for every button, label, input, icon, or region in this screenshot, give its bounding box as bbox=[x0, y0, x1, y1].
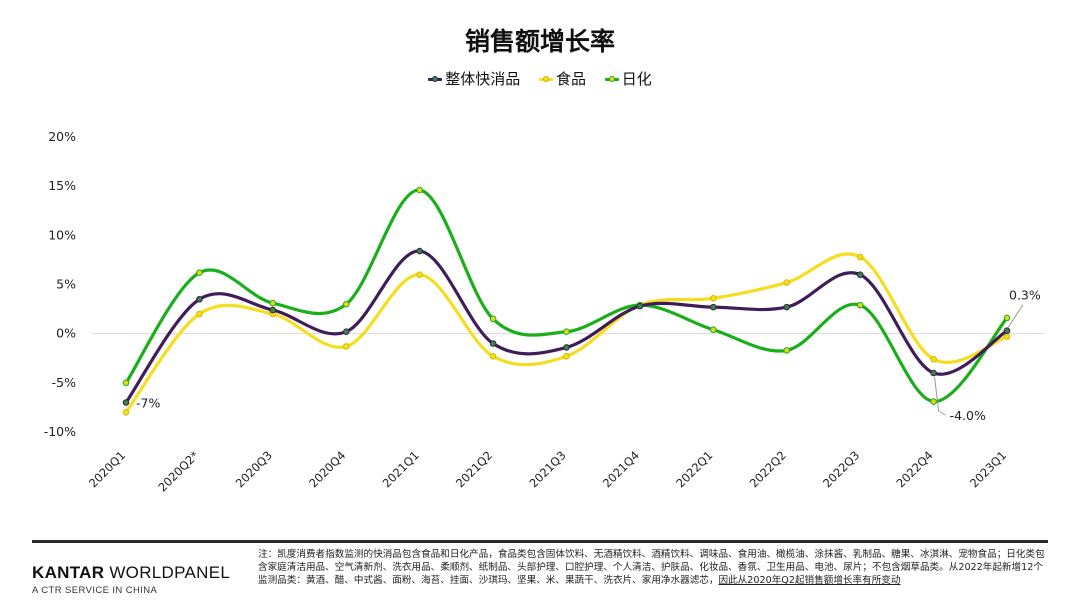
legend-item-household: 日化 bbox=[604, 68, 652, 89]
chart-legend: 整体快消品 食品 日化 bbox=[0, 68, 1080, 89]
data-point bbox=[122, 379, 130, 387]
x-tick-label: 2022Q4 bbox=[894, 448, 936, 490]
x-tick-label: 2022Q2 bbox=[747, 448, 789, 490]
x-tick-label: 2021Q4 bbox=[600, 448, 642, 490]
legend-item-food: 食品 bbox=[538, 68, 586, 89]
x-tick-label: 2020Q1 bbox=[86, 448, 128, 490]
data-point bbox=[196, 310, 203, 318]
brand-logo: KANTAR WORLDPANEL A CTR SERVICE IN CHINA bbox=[32, 563, 230, 596]
data-point bbox=[636, 302, 644, 310]
data-point bbox=[930, 398, 937, 405]
data-point bbox=[489, 352, 497, 360]
data-point bbox=[342, 328, 350, 336]
annotation-leader bbox=[934, 376, 946, 416]
data-point bbox=[196, 295, 203, 303]
data-point bbox=[1003, 314, 1011, 322]
data-point bbox=[342, 300, 350, 308]
annotation-leader bbox=[1007, 304, 1024, 328]
footnote-link[interactable]: 因此从2020年Q2起销售额增长率有所变动 bbox=[718, 575, 901, 586]
legend-label-household: 日化 bbox=[621, 70, 652, 88]
x-tick-label: 2021Q1 bbox=[380, 448, 422, 490]
x-tick-label: 2020Q3 bbox=[233, 448, 275, 490]
data-point bbox=[489, 315, 497, 323]
data-point bbox=[416, 247, 423, 255]
brand-name: KANTAR WORLDPANEL bbox=[32, 563, 231, 582]
y-tick-label: 15% bbox=[48, 178, 76, 193]
series-line-2 bbox=[124, 188, 1009, 404]
annotation-label: -7% bbox=[136, 396, 160, 411]
footnote: 注：凯度消费者指数监测的快消品包含食品和日化产品，食品类包含固体饮料、无酒精饮料… bbox=[258, 548, 1048, 587]
data-point bbox=[856, 271, 864, 278]
data-point bbox=[489, 340, 497, 347]
line-chart: 20% 15% 10% 5% 0% -5% -10% 2020Q1 2020Q2* 2020Q3 2… bbox=[44, 129, 1045, 494]
footer-divider bbox=[32, 540, 1048, 543]
data-point bbox=[710, 303, 717, 311]
data-point bbox=[710, 294, 717, 302]
legend-item-overall: 整体快消品 bbox=[428, 68, 520, 89]
data-point bbox=[416, 271, 423, 278]
y-tick-label: -5% bbox=[52, 375, 76, 390]
data-point bbox=[930, 369, 937, 377]
data-point bbox=[269, 299, 277, 307]
data-point bbox=[342, 343, 350, 350]
data-point bbox=[856, 301, 864, 309]
data-point bbox=[122, 399, 130, 406]
data-point bbox=[930, 355, 937, 363]
data-point bbox=[1003, 333, 1011, 340]
x-tick-label: 2020Q2* bbox=[155, 448, 201, 494]
data-point bbox=[196, 269, 203, 277]
data-point bbox=[563, 328, 570, 336]
data-point bbox=[1003, 327, 1011, 335]
annotation-label: 0.3% bbox=[1009, 288, 1041, 303]
data-point bbox=[783, 303, 791, 311]
data-point bbox=[856, 253, 864, 261]
x-tick-label: 2020Q4 bbox=[306, 448, 348, 490]
brand-subtitle: A CTR SERVICE IN CHINA bbox=[32, 585, 158, 596]
y-tick-label: -10% bbox=[44, 424, 76, 439]
data-point bbox=[563, 352, 570, 360]
x-tick-label: 2022Q1 bbox=[673, 448, 715, 490]
y-tick-label: 10% bbox=[48, 227, 76, 242]
footnote-text: 注：凯度消费者指数监测的快消品包含食品和日化产品，食品类包含固体饮料、无酒精饮料… bbox=[258, 549, 1045, 586]
y-tick-label: 5% bbox=[56, 277, 76, 292]
data-point bbox=[783, 279, 791, 286]
data-point bbox=[783, 347, 791, 354]
x-tick-label: 2023Q1 bbox=[967, 448, 1009, 490]
legend-swatch-overall bbox=[428, 73, 443, 85]
annotation-label: -4.0% bbox=[950, 408, 986, 423]
data-point bbox=[563, 344, 570, 351]
x-tick-label: 2021Q2 bbox=[453, 448, 495, 490]
legend-label-overall: 整体快消品 bbox=[445, 70, 521, 88]
chart-title: 销售额增长率 bbox=[464, 27, 615, 56]
x-tick-label: 2021Q3 bbox=[526, 448, 568, 490]
legend-swatch-food bbox=[538, 73, 553, 85]
legend-label-food: 食品 bbox=[555, 70, 586, 88]
data-point bbox=[269, 306, 277, 314]
y-tick-label: 0% bbox=[56, 326, 76, 341]
data-point bbox=[416, 186, 423, 194]
data-point bbox=[122, 409, 130, 416]
data-point bbox=[710, 326, 717, 334]
x-tick-label: 2022Q3 bbox=[820, 448, 862, 490]
legend-swatch-household bbox=[604, 73, 619, 85]
y-tick-label: 20% bbox=[48, 129, 76, 144]
